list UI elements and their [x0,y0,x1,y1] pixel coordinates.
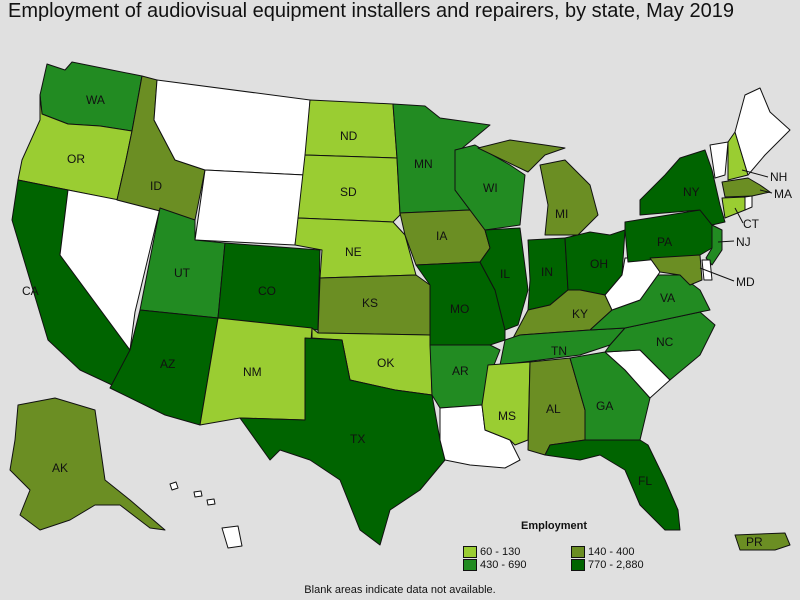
state-nj[interactable] [705,224,723,266]
legend-label: 430 - 690 [480,559,527,571]
state-tx[interactable] [239,337,446,546]
label-ky: KY [572,307,588,321]
label-mo: MO [450,302,469,316]
label-nh: NH [770,170,787,184]
label-ut: UT [174,266,191,280]
label-nm: NM [243,365,262,379]
label-id: ID [150,179,162,193]
legend-item: 140 - 400 [571,546,671,558]
legend-item: 430 - 690 [463,559,571,571]
label-ct: CT [743,217,760,231]
legend-item: 60 - 130 [463,546,571,558]
legend: Employment 60 - 130 140 - 400 430 - 690 … [463,520,673,571]
label-tx: TX [350,432,365,446]
legend-swatch [463,546,477,558]
callout-line-ct [734,207,744,224]
label-pa: PA [657,235,672,249]
label-or: OR [67,152,85,166]
label-ma: MA [774,187,792,201]
label-ar: AR [452,364,469,378]
legend-label: 770 - 2,880 [588,559,644,571]
label-ak: AK [52,461,68,475]
label-tn: TN [551,344,567,358]
legend-swatch [571,559,585,571]
callout-line-ma [759,189,773,194]
label-il: IL [500,267,510,281]
state-wy[interactable] [194,169,306,246]
state-mt[interactable] [153,79,311,176]
footnote: Blank areas indicate data not available. [304,584,496,596]
state-ri[interactable] [744,195,753,211]
state-md[interactable] [649,254,703,286]
label-ms: MS [498,409,516,423]
callout-line-nh [741,169,769,178]
state-pr[interactable] [734,532,791,551]
state-ct[interactable] [721,196,746,219]
state-mi[interactable] [477,139,599,236]
state-de[interactable] [701,259,713,281]
label-nc: NC [656,335,674,349]
label-wi: WI [483,181,498,195]
label-wa: WA [86,93,105,107]
state-hi[interactable] [169,481,243,549]
label-md: MD [736,275,755,289]
state-sd[interactable] [297,154,401,223]
label-ca: CA [22,284,39,298]
legend-swatch [571,546,585,558]
label-al: AL [546,402,561,416]
label-pr: PR [746,535,763,549]
label-in: IN [541,265,553,279]
state-ny[interactable] [639,149,726,226]
label-ne: NE [345,245,362,259]
label-ok: OK [377,356,394,370]
label-ks: KS [362,296,378,310]
label-fl: FL [638,474,652,488]
label-mi: MI [555,207,568,221]
label-az: AZ [160,357,175,371]
legend-title: Employment [521,520,588,532]
label-mn: MN [414,157,433,171]
label-ny: NY [683,185,700,199]
state-fl[interactable] [544,439,681,531]
callout-line-nj [717,240,735,243]
map-title: Employment of audiovisual equipment inst… [8,0,734,22]
state-il[interactable] [479,227,529,331]
state-ak[interactable] [9,397,166,531]
label-nd: ND [340,129,358,143]
state-vt[interactable] [709,141,729,179]
legend-label: 60 - 130 [480,546,521,558]
state-me[interactable] [734,87,791,176]
label-ia: IA [436,229,447,243]
legend-label: 140 - 400 [588,546,635,558]
label-oh: OH [590,257,608,271]
state-ma[interactable] [721,177,771,198]
legend-swatch [463,559,477,571]
label-ga: GA [596,399,613,413]
legend-item: 770 - 2,880 [571,559,671,571]
label-va: VA [660,291,675,305]
label-nj: NJ [736,235,751,249]
label-sd: SD [340,185,357,199]
callout-line-md [699,267,735,282]
label-co: CO [258,284,276,298]
